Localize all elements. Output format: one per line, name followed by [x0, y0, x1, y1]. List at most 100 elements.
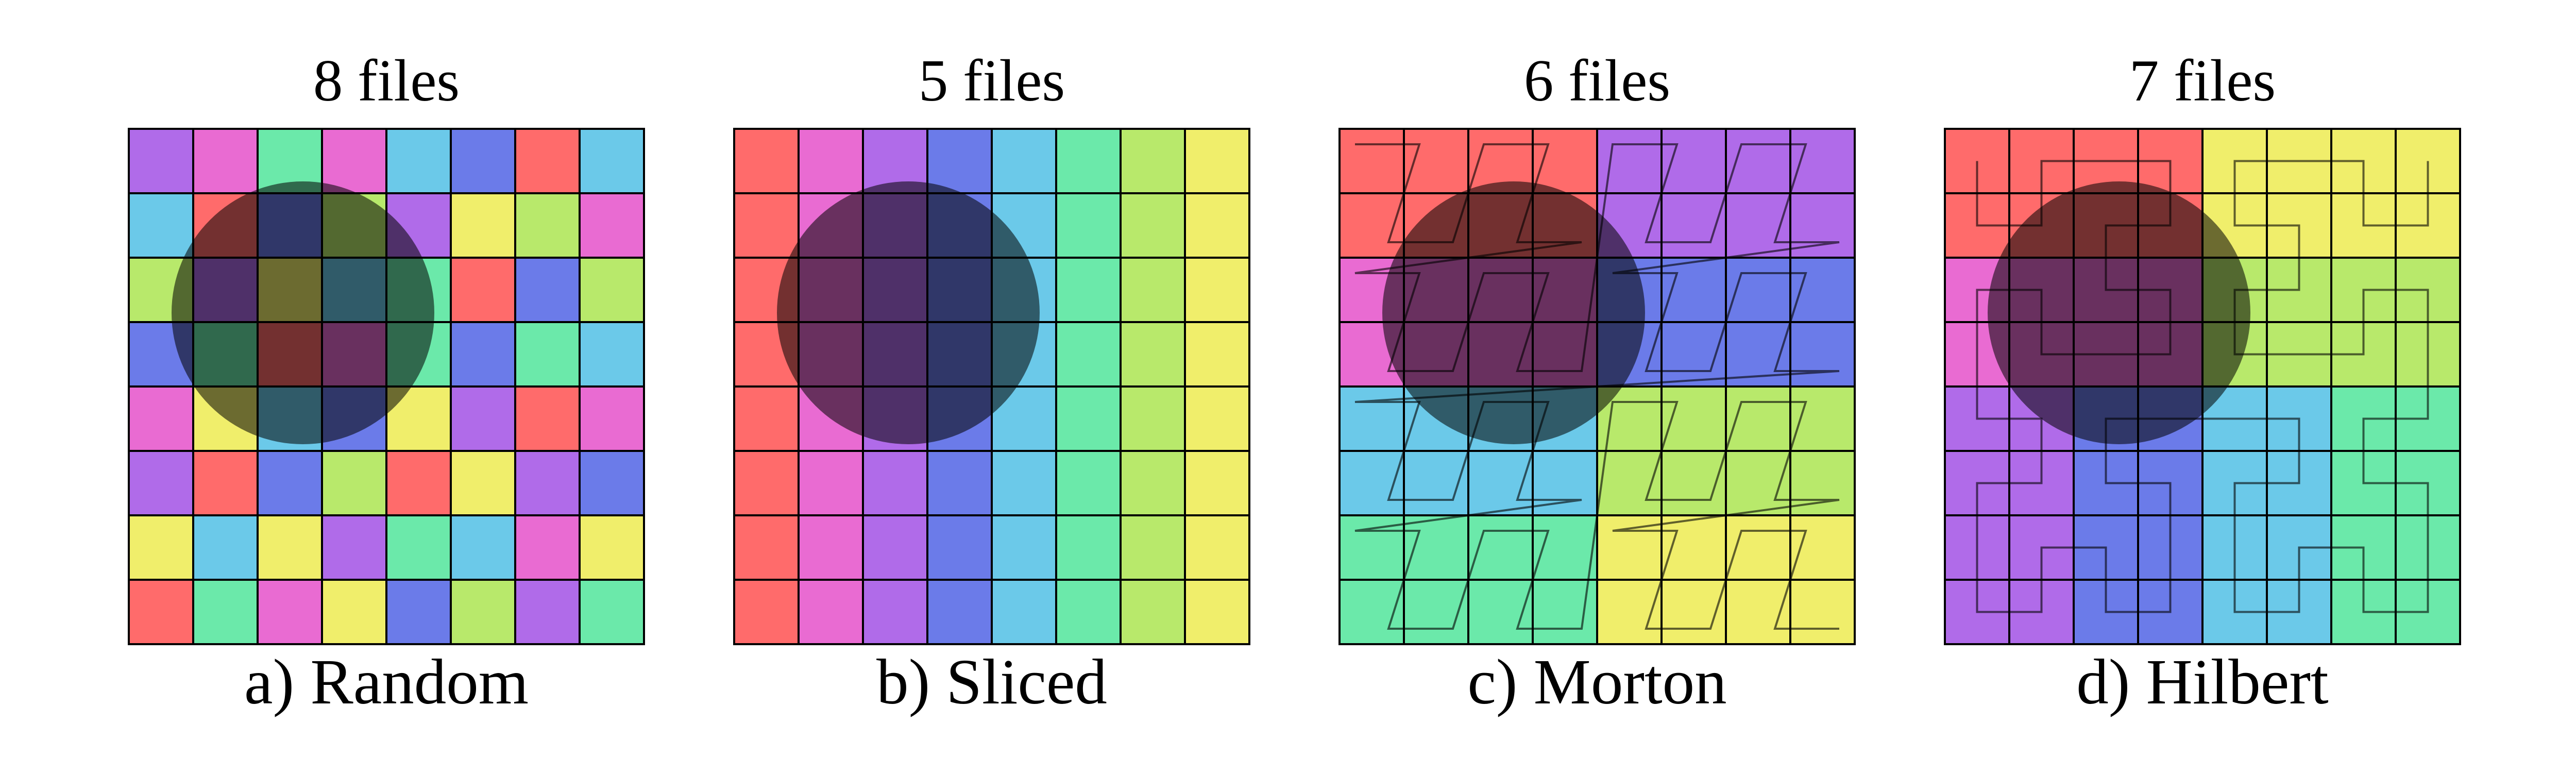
grid-cell	[1660, 385, 1727, 452]
grid-cell	[1184, 128, 1250, 194]
grid-cell	[514, 514, 581, 581]
grid-cell	[733, 579, 800, 645]
grid-cell	[1184, 579, 1250, 645]
grid-cell	[128, 514, 194, 581]
grid-cell	[1338, 385, 1405, 452]
grid-cell	[450, 450, 516, 516]
grid-cell	[579, 385, 645, 452]
grid-cell	[450, 579, 516, 645]
grid-cell	[733, 514, 800, 581]
grid-cell	[1055, 192, 1122, 259]
grid-cell	[192, 514, 259, 581]
grid-cell	[192, 579, 259, 645]
grid-cell	[1120, 128, 1186, 194]
grid-cell	[257, 450, 323, 516]
grid-cell	[926, 514, 993, 581]
grid-cell	[1789, 579, 1856, 645]
grid-cell	[798, 579, 864, 645]
grid-cell	[1120, 450, 1186, 516]
grid-cell	[128, 192, 194, 259]
grid-cell	[1120, 579, 1186, 645]
panel-caption: b) Sliced	[876, 647, 1107, 718]
grid-cell	[321, 579, 387, 645]
panel-caption: d) Hilbert	[2076, 647, 2328, 718]
grid-cell	[798, 514, 864, 581]
grid-cell	[1055, 257, 1122, 323]
grid-cell	[514, 579, 581, 645]
grid-cell	[450, 128, 516, 194]
grid-cell	[1789, 450, 1856, 516]
grid-cell	[926, 128, 993, 194]
grid-cell	[1120, 514, 1186, 581]
panel-title: 8 files	[313, 48, 460, 113]
grid-cell	[733, 192, 800, 259]
grid-cell	[579, 579, 645, 645]
grid-cell	[257, 514, 323, 581]
grid-cell	[1184, 385, 1250, 452]
grid-cell	[1184, 257, 1250, 323]
grid-cell	[733, 128, 800, 194]
grid-cell	[926, 450, 993, 516]
grid-cell	[579, 321, 645, 388]
query-circle	[1988, 181, 2250, 444]
grid-cell	[385, 128, 452, 194]
query-circle	[1382, 181, 1645, 444]
panel-title: 5 files	[919, 48, 1065, 113]
grid-cell	[1184, 321, 1250, 388]
grid-cell	[1055, 579, 1122, 645]
grid-cell	[733, 450, 800, 516]
panel-hilbert: 7 files d) Hilbert	[1944, 48, 2461, 718]
grid-cell	[1660, 514, 1727, 581]
grid-cell	[1055, 514, 1122, 581]
grid-cell	[579, 514, 645, 581]
query-circle	[777, 181, 1040, 444]
grid-cell	[321, 450, 387, 516]
grid-cell	[1055, 321, 1122, 388]
grid-cell	[862, 514, 928, 581]
grid-cell	[385, 514, 452, 581]
grid-cell	[514, 321, 581, 388]
grid-cell	[514, 385, 581, 452]
panel-random: 8 files a) Random	[128, 48, 645, 718]
grid-cell	[385, 450, 452, 516]
grid-cell	[257, 579, 323, 645]
grid-cell	[1055, 450, 1122, 516]
panel-caption: a) Random	[244, 647, 529, 718]
grid-cell	[1120, 385, 1186, 452]
panel-title: 6 files	[1524, 48, 1670, 113]
grid-cell	[579, 128, 645, 194]
grid-cell	[579, 450, 645, 516]
grid-cell	[450, 257, 516, 323]
grid-cell	[1184, 450, 1250, 516]
grid-cell	[450, 514, 516, 581]
grid-cell	[862, 579, 928, 645]
grid-cell	[1055, 385, 1122, 452]
grid-cell	[450, 385, 516, 452]
grid-cell	[321, 514, 387, 581]
grid-cell	[926, 579, 993, 645]
panel-morton: 6 files c) Morton	[1338, 48, 1856, 718]
grid-cell	[1055, 128, 1122, 194]
grid-cell	[991, 450, 1057, 516]
grid-cell	[1120, 192, 1186, 259]
grid-cell	[514, 192, 581, 259]
panel-title: 7 files	[2129, 48, 2276, 113]
grid-cell	[514, 128, 581, 194]
grid-cell	[514, 450, 581, 516]
grid-cell	[1789, 321, 1856, 388]
grid-cell	[862, 450, 928, 516]
grid-cell	[192, 450, 259, 516]
grid-cell	[192, 128, 259, 194]
grid-cell	[991, 128, 1057, 194]
grid-cell	[321, 128, 387, 194]
grid-cell	[1120, 321, 1186, 388]
grid-cell	[579, 257, 645, 323]
grid-cell	[128, 450, 194, 516]
grid-cell	[1660, 579, 1727, 645]
grid-cell	[733, 385, 800, 452]
grid-cell	[514, 257, 581, 323]
grid-cell	[385, 579, 452, 645]
grid-cell	[579, 192, 645, 259]
grid-cell	[128, 385, 194, 452]
